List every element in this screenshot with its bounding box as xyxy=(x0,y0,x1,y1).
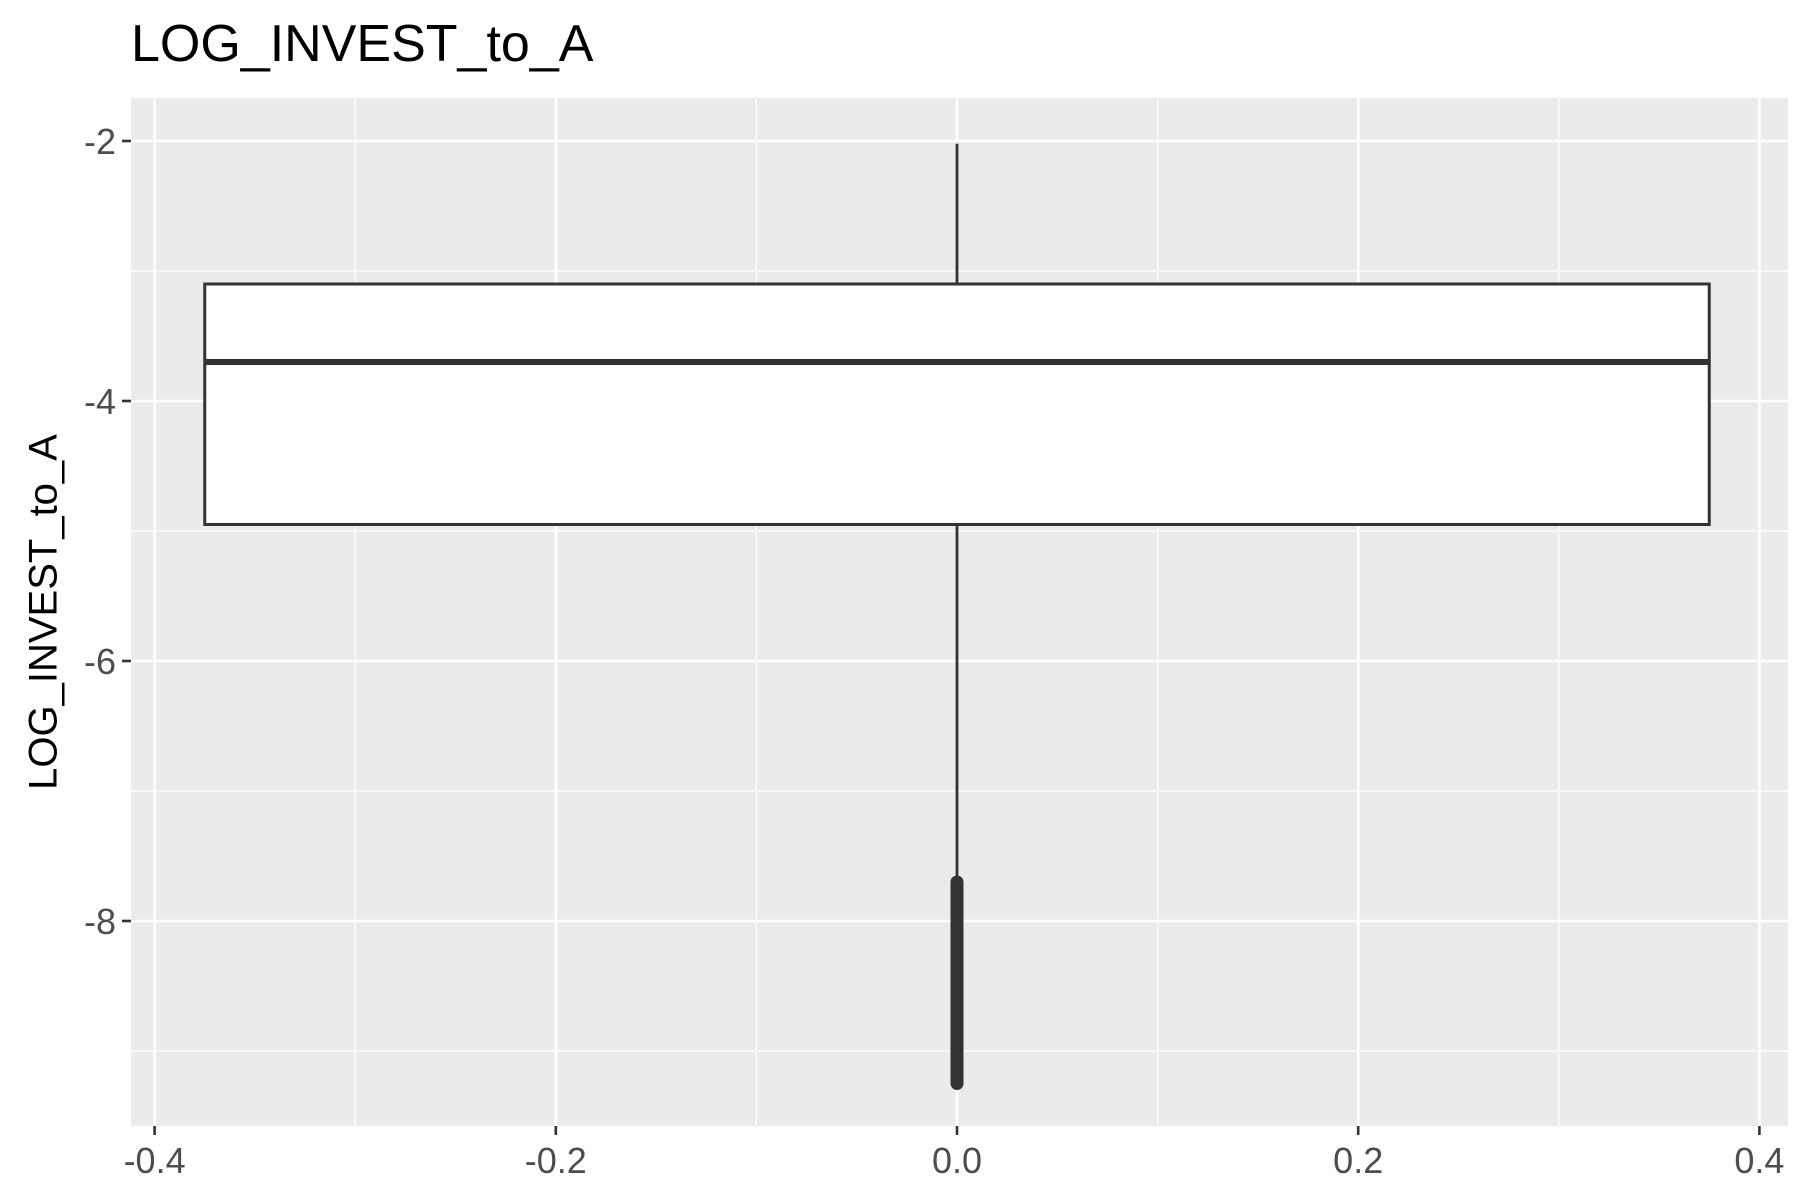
y-tick-label: -8 xyxy=(84,901,116,942)
y-tick-label: -4 xyxy=(84,381,116,422)
x-tick-label: 0.4 xyxy=(1734,1140,1784,1181)
x-tick-label: -0.2 xyxy=(525,1140,587,1181)
outlier-point xyxy=(950,875,964,889)
box-iqr xyxy=(203,282,1711,526)
x-tick-label: -0.4 xyxy=(124,1140,186,1181)
x-tick-label: 0.0 xyxy=(932,1140,982,1181)
y-tick-label: -6 xyxy=(84,641,116,682)
x-tick-label: 0.2 xyxy=(1333,1140,1383,1181)
y-tick-label: -2 xyxy=(84,121,116,162)
chart-title: LOG_INVEST_to_A xyxy=(131,15,594,73)
